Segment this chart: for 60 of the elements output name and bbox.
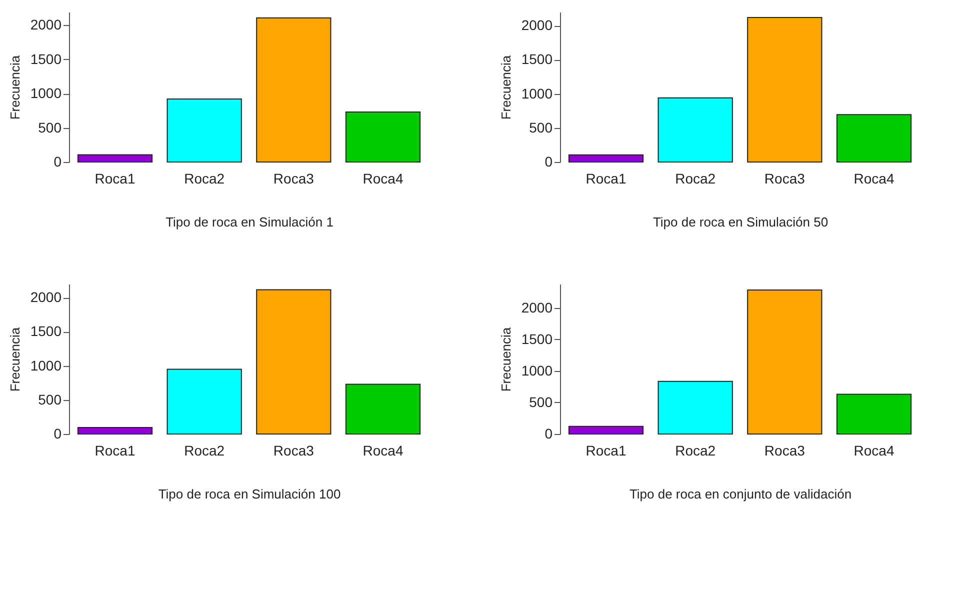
x-tick-label: Roca3 [273,170,314,186]
y-tick-label: 1500 [30,50,62,67]
y-tick-label: 500 [38,391,62,408]
bar [747,289,822,434]
x-tick-label: Roca4 [362,442,404,458]
x-axis-title: Tipo de roca en Simulación 1 [166,214,334,230]
bar [747,16,822,162]
bar [345,112,421,162]
x-tick-label: Roca3 [273,442,314,458]
x-tick-label: Roca3 [764,170,806,186]
y-tick-label: 2000 [521,17,553,34]
bar [836,114,912,162]
y-tick-label: 1000 [521,85,553,102]
y-tick-label: 1000 [521,362,553,378]
x-tick-label: Roca2 [184,170,225,186]
bar [568,154,644,162]
y-tick-label: 500 [529,119,553,136]
bar [658,380,733,434]
y-tick-label: 0 [544,154,553,170]
bar [77,154,153,162]
y-axis-title: Frecuencia [498,54,514,120]
x-axis-title: Tipo de roca en Simulación 100 [158,486,341,502]
x-tick-label: Roca4 [362,170,404,186]
bar [836,394,912,434]
x-tick-label: Roca1 [94,170,136,186]
y-tick-label: 1000 [30,85,62,102]
y-tick-label: 500 [529,394,553,410]
bar [166,368,242,434]
y-tick-label: 1500 [521,330,553,347]
x-axis-title: Tipo de roca en Simulación 50 [652,214,828,230]
bar [345,384,421,434]
y-tick-label: 500 [38,119,62,136]
x-tick-label: Roca1 [586,442,626,458]
bar [568,426,644,434]
x-tick-label: Roca1 [94,442,136,458]
y-tick-label: 2000 [521,299,553,316]
y-axis-title: Frecuencia [7,54,22,120]
x-tick-label: Roca2 [675,170,716,186]
bar [77,427,153,434]
y-axis-title: Frecuencia [498,326,514,392]
bar [166,98,242,162]
bar [256,17,332,162]
y-tick-label: 0 [544,426,553,442]
y-tick-label: 1500 [521,51,553,68]
x-tick-label: Roca2 [675,442,716,458]
y-tick-label: 1000 [30,357,62,374]
bar [256,289,332,434]
x-tick-label: Roca1 [586,170,626,186]
y-tick-label: 0 [54,426,62,442]
x-tick-label: Roca4 [854,442,894,458]
y-tick-label: 0 [54,154,62,170]
x-axis-title: Tipo de roca en conjunto de validación [629,486,852,502]
x-tick-label: Roca3 [764,442,806,458]
y-tick-label: 1500 [30,323,62,340]
y-axis-title: Frecuencia [7,326,22,392]
y-tick-label: 2000 [30,289,62,306]
bar [658,97,733,162]
x-tick-label: Roca2 [184,442,225,458]
x-tick-label: Roca4 [854,170,894,186]
y-tick-label: 2000 [30,16,62,33]
